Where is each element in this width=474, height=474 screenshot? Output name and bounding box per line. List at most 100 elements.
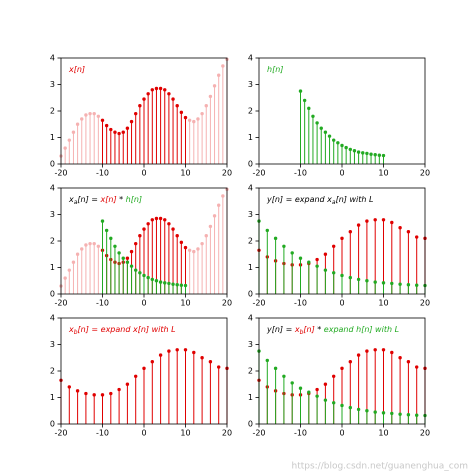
stem [381,281,386,294]
stem [163,281,167,294]
stem-marker [390,350,394,355]
stem [406,283,411,294]
stem-marker [154,279,159,283]
stem [134,268,138,294]
stem-marker [398,356,402,360]
stem [179,283,184,294]
stem-marker [88,241,92,246]
annotation-part: a [74,199,78,206]
stem [415,283,419,294]
stem [75,252,80,294]
stem-marker [323,252,328,256]
stem [340,403,344,424]
y-tick-label: 1 [248,263,253,272]
x-tick-label: 0 [141,299,146,308]
stem [319,126,323,164]
stem [200,356,204,424]
stem [273,366,278,424]
stem [315,264,319,294]
stem-marker [67,268,72,272]
stem [196,247,200,294]
stem [221,64,225,164]
stem [92,393,96,424]
annotation-part: b [300,329,304,336]
stem [142,97,146,164]
annotation: x[n] [68,65,85,74]
stem [307,106,311,164]
stem [138,271,142,294]
stem-marker [212,84,217,88]
stem-marker [340,143,344,148]
stem-marker [373,348,377,352]
stem [221,194,225,294]
stem [150,360,154,424]
stem [204,234,208,294]
stem [217,203,221,294]
x-tick-label: 0 [339,429,344,438]
y-tick-label: 4 [248,314,253,323]
x-tick-label: -20 [54,299,67,308]
stem-marker [381,153,386,158]
stem [109,391,113,424]
stem-marker [315,264,319,268]
stem-marker [315,257,319,262]
stem-marker [175,348,179,352]
stem-marker [352,149,357,153]
stem [75,122,80,164]
stem-marker [142,97,146,101]
stem-marker [212,214,217,218]
stem-marker [183,348,188,352]
x-tick-label: -20 [252,299,265,308]
stem [406,413,411,424]
stem [373,280,377,294]
stem [381,153,386,164]
stem [336,141,340,164]
stem [327,134,332,164]
stem-marker [200,241,204,246]
stem-marker [415,413,419,417]
stem [377,153,382,164]
stem-marker [100,118,105,122]
annotation-part: a [332,199,336,206]
y-tick-label: 3 [50,340,55,349]
stem-marker [175,104,179,108]
stem-marker [146,222,150,226]
stem [142,366,146,424]
stem-marker [282,374,286,378]
stem [96,114,101,164]
stem [344,145,348,164]
y-tick-label: 3 [248,340,253,349]
stem-marker [171,227,175,231]
x-tick-label: 0 [339,299,344,308]
y-tick-label: 4 [50,184,55,193]
stem [265,228,269,294]
subplot: -20 -10 0 10 20 0 1 2 3 4 x[n] [50,54,232,178]
x-tick-label: -20 [54,169,67,178]
stem [167,349,171,424]
x-tick-label: 0 [141,169,146,178]
stem-marker [138,104,142,108]
stem-marker [332,374,336,378]
stem [71,130,76,164]
stem-marker [332,271,336,275]
annotation-part: [n] [303,325,314,334]
stem-marker [373,280,377,284]
stem-marker [302,98,307,103]
stem-marker [365,151,369,156]
stem-marker [365,279,369,283]
y-tick-label: 2 [248,367,253,376]
y-tick-label: 0 [50,160,55,169]
stem-marker [63,146,67,150]
stem [187,248,192,294]
stem-marker [290,251,294,255]
annotation: xa[n] = x[n] * h[n] [68,195,142,207]
stem-marker [109,127,113,132]
stem-marker [84,243,88,247]
y-tick-label: 3 [248,210,253,219]
y-tick-label: 4 [248,54,253,63]
stem [307,260,311,294]
stem-marker [340,366,344,371]
stem [117,387,121,424]
stem [315,394,319,424]
annotation: y[n] = xb[n] * expand h[n] with L [266,325,399,337]
